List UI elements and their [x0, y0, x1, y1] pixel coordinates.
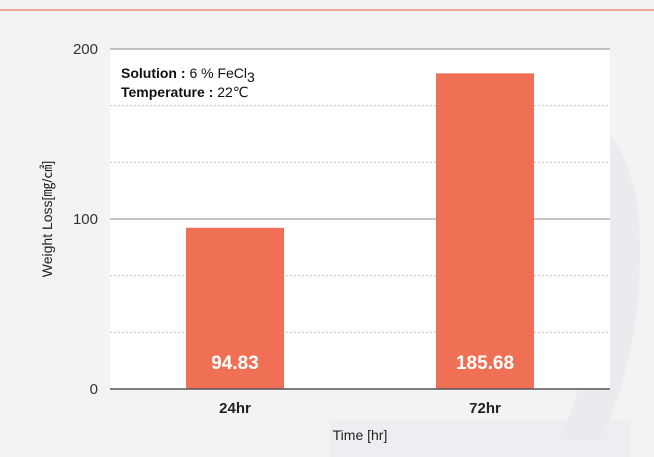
x-axis-title: Time [hr] — [333, 427, 388, 443]
bars — [186, 73, 534, 390]
annotation-line: Temperature : 22℃ — [121, 84, 249, 100]
y-tick-label: 200 — [73, 41, 98, 58]
x-category-labels: 24hr 72hr — [219, 400, 501, 417]
y-tick-label: 0 — [90, 381, 98, 398]
y-axis-title: Weight Loss[㎎/㎠] — [39, 161, 56, 277]
annotation-line: Solution : 6 % FeCl3 — [121, 65, 255, 85]
bar-72hr — [436, 73, 534, 390]
y-tick-label: 100 — [73, 211, 98, 228]
data-label: 94.83 — [211, 353, 259, 374]
x-category-label: 24hr — [219, 400, 251, 417]
data-labels: 94.83 185.68 — [211, 353, 514, 374]
x-category-label: 72hr — [469, 400, 501, 417]
data-label: 185.68 — [456, 353, 514, 374]
y-tick-labels: 0 100 200 — [73, 41, 98, 398]
bar-24hr — [186, 227, 284, 389]
top-accent-rule — [0, 9, 654, 11]
